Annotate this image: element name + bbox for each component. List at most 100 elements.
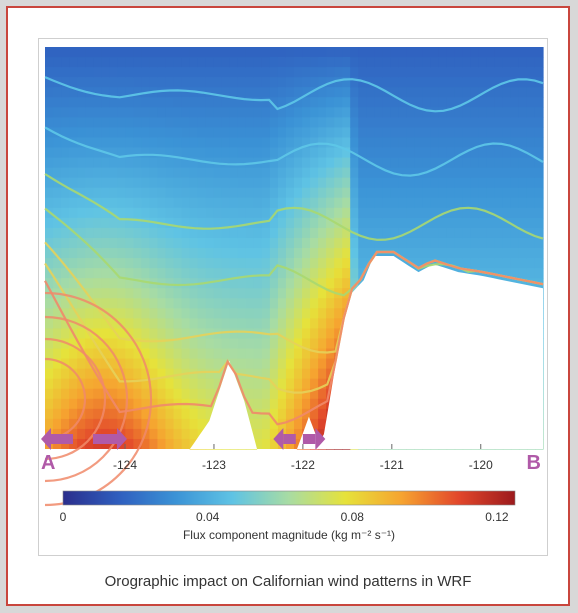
field-cell: [334, 67, 343, 78]
field-cell: [229, 107, 239, 118]
field-cell: [478, 217, 488, 229]
field-cell: [205, 227, 215, 239]
field-cell: [237, 77, 247, 88]
field-cell: [181, 288, 191, 299]
field-cell: [45, 348, 54, 360]
field-cell: [61, 187, 70, 199]
field-cell: [526, 127, 536, 139]
field-cell: [358, 248, 367, 259]
field-cell: [526, 107, 536, 118]
field-cell: [157, 288, 167, 299]
field-cell: [165, 147, 175, 159]
field-cell: [318, 318, 327, 329]
field-cell: [189, 428, 199, 440]
field-cell: [197, 378, 207, 390]
field-cell: [157, 368, 167, 380]
field-cell: [229, 298, 239, 309]
field-cell: [334, 167, 343, 179]
field-cell: [462, 207, 472, 219]
field-cell: [334, 107, 343, 118]
field-cell: [310, 268, 319, 279]
field-cell: [45, 47, 54, 58]
field-cell: [237, 237, 247, 249]
field-cell: [109, 408, 118, 420]
field-cell: [69, 418, 78, 430]
field-cell: [470, 137, 480, 149]
field-cell: [261, 117, 271, 128]
field-cell: [261, 248, 271, 259]
field-cell: [302, 197, 311, 209]
field-cell: [133, 187, 142, 199]
field-cell: [181, 167, 191, 179]
field-cell: [277, 288, 287, 299]
field-cell: [285, 288, 295, 299]
field-cell: [69, 77, 78, 88]
field-cell: [382, 227, 391, 239]
field-cell: [398, 77, 408, 88]
field-cell: [245, 388, 255, 400]
field-cell: [294, 117, 303, 128]
field-cell: [350, 117, 359, 128]
field-cell: [342, 97, 351, 108]
field-cell: [261, 207, 271, 219]
field-cell: [69, 318, 78, 329]
field-cell: [518, 197, 528, 209]
field-cell: [334, 258, 343, 269]
field-cell: [69, 97, 78, 108]
field-cell: [277, 167, 287, 179]
field-cell: [181, 408, 191, 420]
field-cell: [390, 67, 400, 78]
field-cell: [534, 57, 544, 68]
field-cell: [534, 67, 544, 78]
field-cell: [149, 137, 159, 149]
field-cell: [374, 147, 383, 159]
field-cell: [117, 167, 126, 179]
field-cell: [69, 177, 78, 189]
field-cell: [117, 197, 126, 209]
field-cell: [245, 117, 255, 128]
field-cell: [93, 177, 102, 189]
field-cell: [285, 127, 295, 139]
field-cell: [205, 47, 215, 58]
field-cell: [221, 217, 231, 229]
field-cell: [69, 237, 78, 249]
field-cell: [342, 117, 351, 128]
field-cell: [173, 87, 183, 98]
field-cell: [462, 77, 472, 88]
field-cell: [213, 217, 223, 229]
field-cell: [277, 358, 287, 370]
field-cell: [350, 107, 359, 118]
field-cell: [294, 248, 303, 259]
field-cell: [294, 328, 303, 340]
field-cell: [334, 237, 343, 249]
field-cell: [510, 268, 520, 279]
field-cell: [165, 278, 175, 289]
field-cell: [318, 358, 327, 370]
field-cell: [181, 87, 191, 98]
field-cell: [93, 278, 102, 289]
field-cell: [430, 217, 440, 229]
field-cell: [157, 268, 167, 279]
field-cell: [213, 288, 223, 299]
field-cell: [221, 328, 231, 340]
field-cell: [69, 87, 78, 98]
field-cell: [294, 157, 303, 169]
field-cell: [382, 207, 391, 219]
field-cell: [430, 197, 440, 209]
field-cell: [61, 308, 70, 319]
field-cell: [494, 87, 504, 98]
field-cell: [414, 127, 424, 139]
field-cell: [245, 107, 255, 118]
field-cell: [310, 358, 319, 370]
field-cell: [518, 77, 528, 88]
field-cell: [141, 137, 151, 149]
field-cell: [302, 358, 311, 370]
field-cell: [310, 87, 319, 98]
field-cell: [470, 107, 480, 118]
field-cell: [518, 127, 528, 139]
field-cell: [237, 207, 247, 219]
field-cell: [133, 137, 142, 149]
field-cell: [61, 278, 70, 289]
field-cell: [221, 338, 231, 350]
